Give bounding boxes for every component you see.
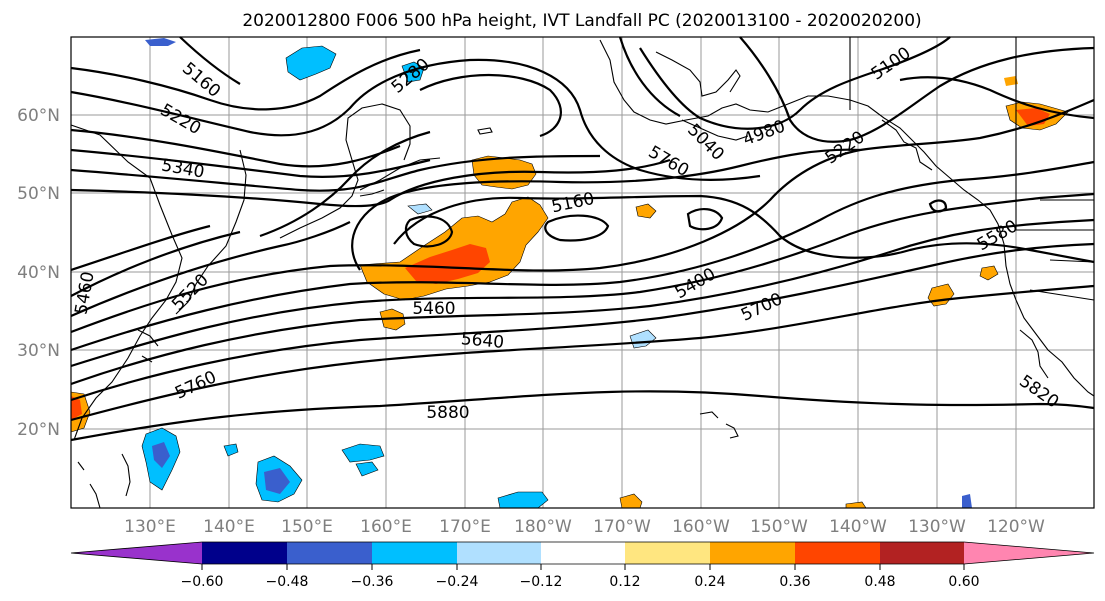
colorbar-tick-label: −0.60 <box>181 574 224 590</box>
lat-label: 40°N <box>17 263 60 283</box>
colorbar-segment <box>795 542 880 564</box>
lon-label: 150°E <box>281 517 333 537</box>
lon-label: 180°W <box>514 517 572 537</box>
colorbar-segment <box>880 542 964 564</box>
map-title: 2020012800 F006 500 hPa height, IVT Land… <box>242 11 921 31</box>
map-panel: 5160 5280 5220 5340 5100 4980 5040 5220 … <box>70 36 1095 509</box>
lon-label: 160°E <box>360 517 412 537</box>
colorbar-segment <box>287 542 372 564</box>
colorbar-tick-label: −0.12 <box>520 574 563 590</box>
lon-label: 170°E <box>439 517 491 537</box>
lon-label: 140°E <box>203 517 255 537</box>
colorbar-segment <box>541 542 625 564</box>
colorbar-tick-label: −0.36 <box>351 574 394 590</box>
lon-label: 170°W <box>593 517 651 537</box>
colorbar-segment <box>372 542 457 564</box>
colorbar-tick-label: −0.48 <box>266 574 309 590</box>
latitude-labels: 60°N 50°N 40°N 30°N 20°N <box>17 106 60 440</box>
graticule <box>71 37 1094 508</box>
lon-label: 130°W <box>908 517 966 537</box>
colorbar-segment <box>202 542 287 564</box>
colorbar-tick-label: 0.12 <box>609 574 640 590</box>
colorbar-segment <box>710 542 795 564</box>
lon-label: 160°W <box>672 517 730 537</box>
colorbar-ticks <box>201 564 965 570</box>
contour-label: 5640 <box>460 329 505 353</box>
lon-label: 130°E <box>124 517 176 537</box>
colorbar-segment <box>625 542 710 564</box>
colorbar-tick-label: 0.24 <box>694 574 725 590</box>
lat-label: 30°N <box>17 341 60 361</box>
colorbar-tick-label: 0.48 <box>864 574 895 590</box>
colorbar-segment <box>457 542 541 564</box>
colorbar: −0.60 −0.48 −0.36 −0.24 −0.12 0.12 0.24 … <box>70 541 1095 590</box>
height-contours <box>70 36 1095 442</box>
colorbar-segment <box>964 542 1094 564</box>
lon-label: 150°W <box>750 517 808 537</box>
lat-label: 60°N <box>17 106 60 126</box>
lat-label: 50°N <box>17 184 60 204</box>
longitude-labels: 130°E 140°E 150°E 160°E 170°E 180°W 170°… <box>124 517 1045 537</box>
colorbar-tick-label: −0.24 <box>436 574 479 590</box>
lon-label: 140°W <box>829 517 887 537</box>
colorbar-tick-label: 0.60 <box>948 574 979 590</box>
ivt-positive-shading <box>70 76 1069 509</box>
lon-label: 120°W <box>987 517 1045 537</box>
contour-label: 5460 <box>412 299 455 319</box>
colorbar-tick-label: 0.36 <box>779 574 810 590</box>
colorbar-segments <box>71 542 1094 564</box>
colorbar-segment <box>71 542 202 564</box>
lat-label: 20°N <box>17 420 60 440</box>
ivt-negative-shading <box>141 38 972 509</box>
contour-label: 5880 <box>426 403 469 423</box>
